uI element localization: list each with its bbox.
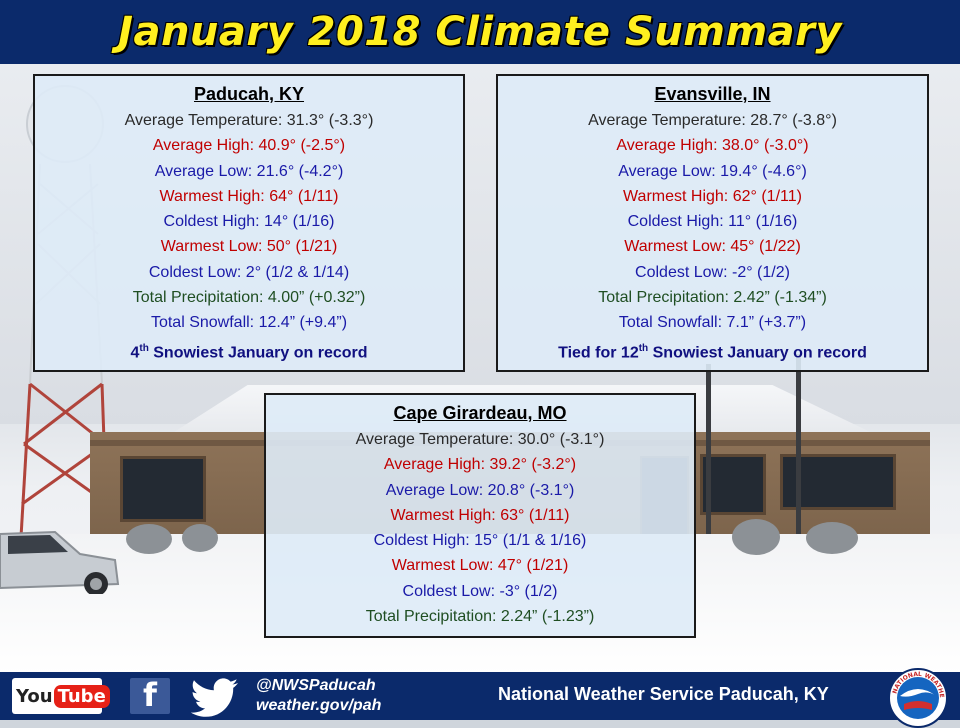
snowfall-record-note: Tied for 12th Snowiest January on record (498, 336, 927, 365)
youtube-icon[interactable]: You Tube (12, 678, 110, 714)
office-name: National Weather Service Paducah, KY (498, 684, 829, 704)
bush (732, 519, 780, 555)
station-title: Cape Girardeau, MO (393, 403, 567, 423)
total-precipitation: Total Precipitation: 2.24” (-1.23”) (365, 608, 595, 626)
coldest-high: Coldest High: 15° (1/1 & 1/16) (373, 532, 587, 550)
warmest-low: Warmest Low: 47° (1/21) (391, 557, 569, 575)
facebook-icon[interactable]: f (130, 678, 170, 714)
avg-high: Average High: 38.0° (-3.0°) (616, 137, 809, 155)
total-precipitation: Total Precipitation: 4.00” (+0.32”) (132, 289, 366, 307)
youtube-tube-text: Tube (53, 684, 110, 708)
avg-low: Average Low: 19.4° (-4.6°) (618, 162, 807, 180)
twitter-icon[interactable] (190, 677, 240, 717)
coldest-high: Coldest High: 11° (1/16) (627, 213, 798, 231)
youtube-you-text: You (16, 685, 53, 707)
social-handles: @NWSPaducah weather.gov/pah (256, 676, 381, 716)
building-window (700, 454, 766, 515)
avg-temp: Average Temperature: 30.0° (-3.1°) (355, 431, 605, 448)
warmest-low: Warmest Low: 45° (1/22) (624, 238, 801, 256)
bush (182, 524, 218, 552)
total-snowfall: Total Snowfall: 7.1” (+3.7”) (618, 314, 807, 332)
record-rank: Tied for 12 (558, 344, 639, 361)
total-snowfall: Total Snowfall: 12.4” (+9.4”) (150, 314, 348, 332)
parked-car-illustration (0, 530, 120, 594)
evansville-summary-panel: Evansville, IN Average Temperature: 28.7… (496, 74, 929, 372)
facebook-glyph: f (143, 678, 157, 714)
twitter-handle[interactable]: @NWSPaducah (256, 677, 376, 694)
record-text: Snowiest January on record (148, 344, 368, 361)
nws-logo-icon: NATIONAL WEATHER SERVICE (888, 668, 948, 728)
title-bar: January 2018 Climate Summary (0, 0, 960, 64)
warmest-high: Warmest High: 64° (1/11) (159, 187, 339, 205)
record-text: Snowiest January on record (648, 344, 867, 361)
warmest-high: Warmest High: 62° (1/11) (623, 187, 802, 205)
avg-temp: Average Temperature: 31.3° (-3.3°) (124, 112, 374, 129)
bush (126, 524, 172, 554)
warmest-low: Warmest Low: 50° (1/21) (160, 238, 338, 256)
paducah-summary-panel: Paducah, KY Average Temperature: 31.3° (… (33, 74, 465, 372)
coldest-low: Coldest Low: -3° (1/2) (402, 582, 558, 600)
station-title: Evansville, IN (654, 84, 771, 104)
cape-girardeau-summary-panel: Cape Girardeau, MO Average Temperature: … (264, 393, 696, 638)
avg-low: Average Low: 21.6° (-4.2°) (154, 162, 344, 180)
avg-temp: Average Temperature: 28.7° (-3.8°) (588, 112, 837, 129)
coldest-low: Coldest Low: -2° (1/2) (635, 263, 790, 281)
total-precipitation: Total Precipitation: 2.42” (-1.34”) (598, 289, 827, 307)
snowfall-record-note: 4th Snowiest January on record (35, 336, 463, 365)
building-window (120, 456, 206, 522)
coldest-high: Coldest High: 14° (1/16) (163, 213, 335, 231)
footer-bar: You Tube f @NWSPaducah weather.gov/pah N… (0, 672, 960, 720)
record-rank-suffix: th (638, 342, 649, 354)
page-title: January 2018 Climate Summary (118, 9, 842, 55)
station-title: Paducah, KY (193, 84, 305, 104)
avg-low: Average Low: 20.8° (-3.1°) (385, 481, 575, 499)
light-pole (706, 364, 711, 574)
record-rank-suffix: th (139, 342, 149, 354)
coldest-low: Coldest Low: 2° (1/2 & 1/14) (148, 263, 350, 281)
record-rank: 4 (130, 344, 140, 361)
avg-high: Average High: 39.2° (-3.2°) (383, 456, 577, 474)
bush (806, 522, 858, 554)
website-link[interactable]: weather.gov/pah (256, 697, 382, 714)
warmest-high: Warmest High: 63° (1/11) (390, 506, 570, 524)
avg-high: Average High: 40.9° (-2.5°) (152, 137, 346, 155)
light-pole (796, 354, 801, 574)
